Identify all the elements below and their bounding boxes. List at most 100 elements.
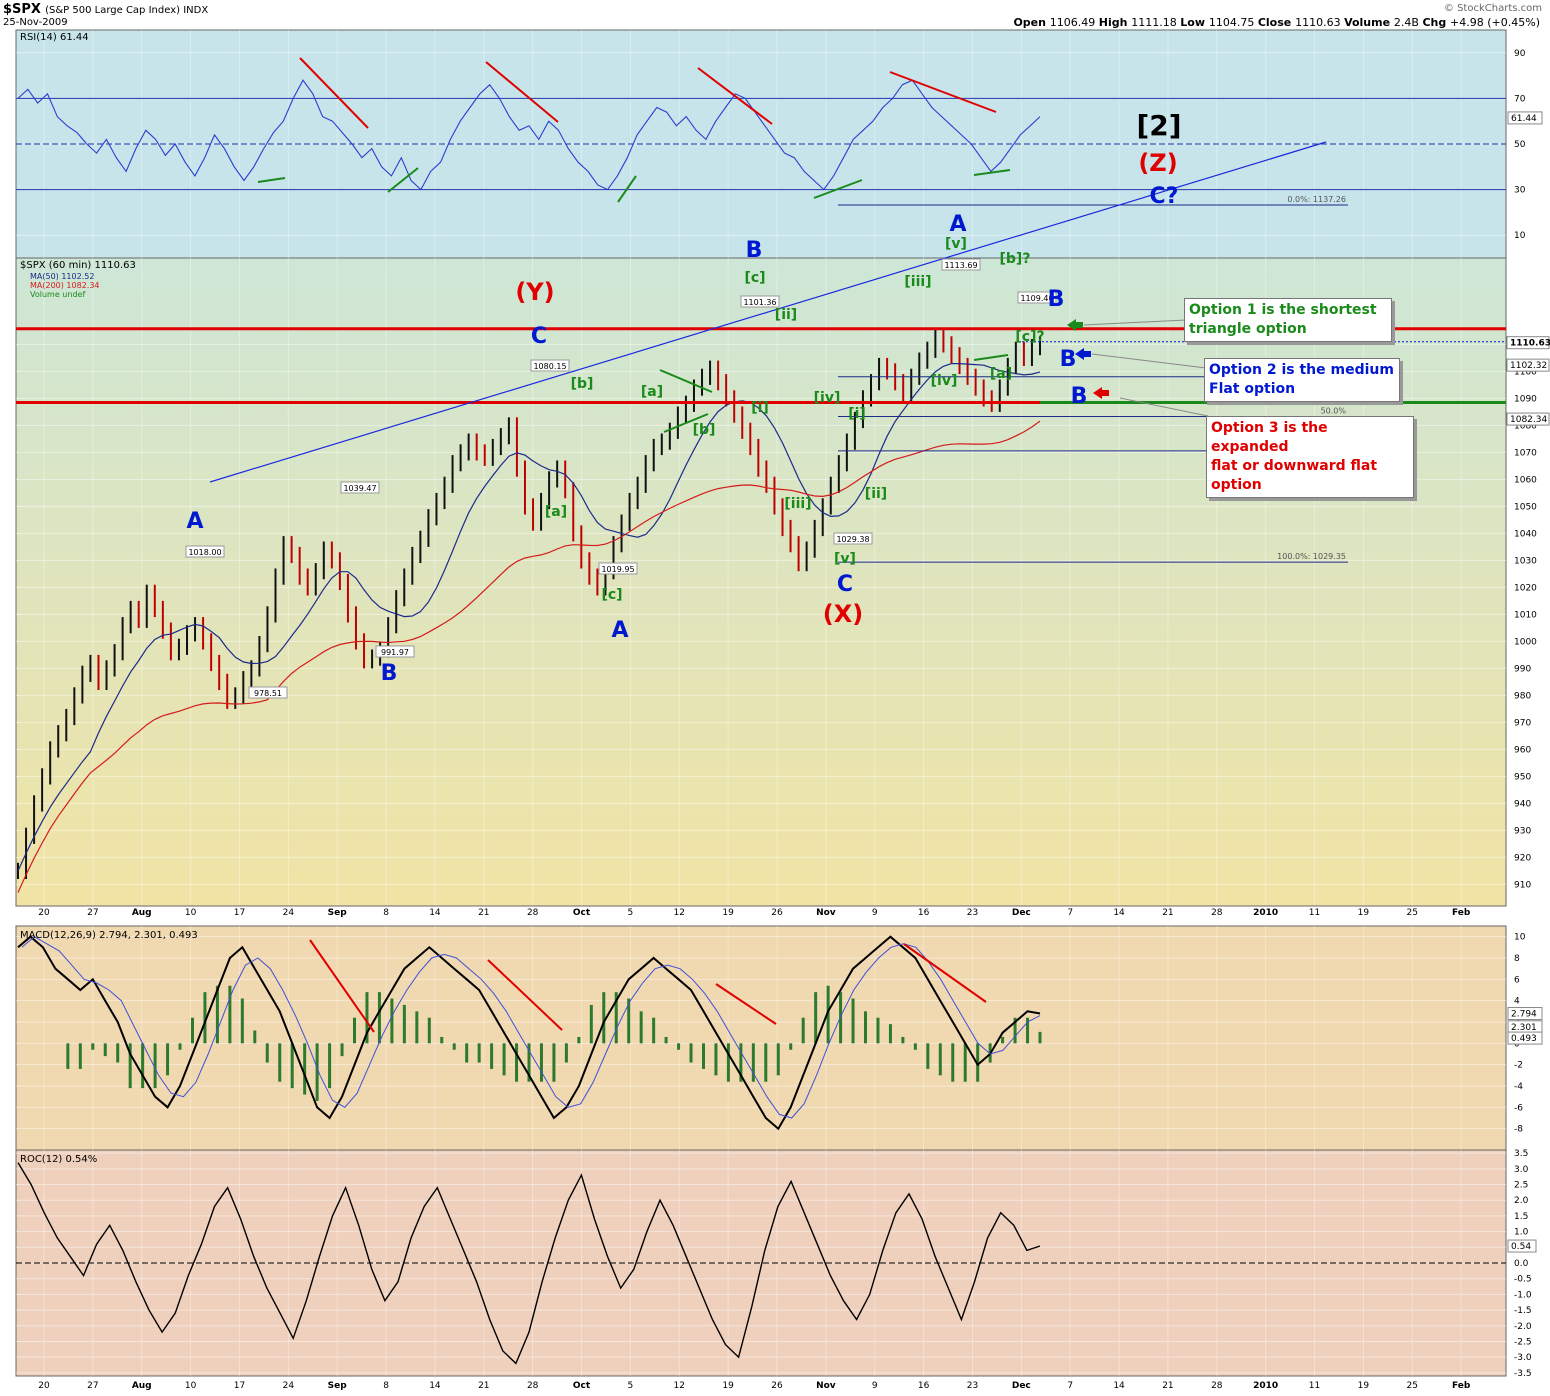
x-tick-label: 11 (1309, 908, 1320, 918)
wave-label-blue: B (1060, 347, 1077, 372)
wave-label-green: [a] (545, 504, 567, 520)
option-2-arrow (1075, 348, 1091, 360)
roc-tick-label: 3.0 (1514, 1165, 1529, 1175)
quote-high: High 1111.18 (1098, 16, 1181, 29)
quote-open: Open 1106.49 (1013, 16, 1099, 29)
price-green-trendline (659, 369, 713, 393)
price-tick-label: 940 (1514, 799, 1531, 809)
x-tick-label: 28 (527, 908, 539, 918)
x-tick-label: 14 (429, 1381, 441, 1391)
x-tick-label: Oct (573, 908, 591, 918)
price-right-label: 1082.34 (1510, 415, 1547, 425)
price-tick-label: 990 (1514, 664, 1531, 674)
rsi-green-trendline (617, 175, 637, 203)
wave-label-green: [iv] (814, 390, 841, 406)
callout-option-3: Option 3 is the expanded flat or downwar… (1206, 416, 1414, 498)
x-tick-label: 14 (1113, 1381, 1125, 1391)
callout-option-2-line-2: Flat option (1209, 381, 1296, 397)
rsi-green-trendline (387, 167, 419, 193)
wave-label-blue: A (186, 509, 203, 534)
x-tick-label: 28 (1211, 908, 1223, 918)
quote-volume: Volume 2.4B (1344, 16, 1423, 29)
callout-option-3-line-1: Option 3 is the expanded (1211, 420, 1328, 455)
x-tick-label: 7 (1067, 908, 1073, 918)
price-green-trendline (973, 354, 1009, 361)
rsi-line (17, 79, 1041, 191)
x-tick-label: 9 (872, 908, 878, 918)
roc-tick-label: 0.0 (1514, 1259, 1529, 1269)
x-tick-label: Aug (132, 1381, 152, 1391)
callout-option-1-line-1: Option 1 is the shortest (1189, 302, 1377, 318)
rsi-green-trendline (973, 169, 1011, 176)
x-tick-label: 28 (527, 1381, 539, 1391)
price-tick-label: 1000 (1514, 637, 1537, 647)
price-green-trendline (663, 413, 709, 433)
x-tick-label: 24 (283, 908, 295, 918)
price-tag-box (833, 532, 873, 545)
price-legend-item: MA(200) 1082.34 (30, 281, 100, 290)
x-tick-label: 26 (771, 1381, 783, 1391)
price-tick-label: 1060 (1514, 475, 1537, 485)
macd-red-trendline (715, 983, 777, 1025)
fib-label: 100.0%: 1029.35 (1277, 552, 1346, 561)
x-tick-label: Feb (1452, 1381, 1471, 1391)
callout-option-1-line-2: triangle option (1189, 321, 1307, 337)
price-tag: 1018.00 (188, 548, 221, 557)
wave-label-blue: B (381, 661, 398, 686)
x-tick-label: 8 (383, 908, 389, 918)
x-tick-label: Dec (1012, 1381, 1031, 1391)
price-tag-box (248, 686, 288, 699)
rsi-red-trendline (697, 67, 773, 125)
quote-close: Close 1110.63 (1257, 16, 1345, 29)
wave-label-blue: B (1071, 384, 1088, 409)
x-tick-label: 21 (478, 1381, 489, 1391)
wave-label-green: [iii] (904, 274, 931, 290)
wave-label-green: [i] (751, 400, 769, 416)
x-tick-label: 2010 (1253, 908, 1278, 918)
fib-label: 50.0% (1321, 406, 1347, 415)
fib-label: 0.0%: 1137.26 (1287, 195, 1346, 204)
macd-tick-label: 8 (1514, 954, 1520, 964)
x-tick-label: 21 (1162, 908, 1173, 918)
macd-title: MACD(12,26,9) 2.794, 2.301, 0.493 (20, 930, 198, 941)
macd-tick-label: 10 (1514, 933, 1526, 943)
x-tick-label: Nov (816, 1381, 836, 1391)
x-tick-label: 23 (967, 1381, 978, 1391)
wave-label-green: [v] (834, 551, 856, 567)
price-tick-label: 1070 (1514, 448, 1537, 458)
x-tick-label: 17 (234, 908, 245, 918)
price-tick-label: 920 (1514, 853, 1531, 863)
x-tick-label: Dec (1012, 908, 1031, 918)
roc-tick-label: -1.5 (1514, 1306, 1532, 1316)
x-tick-label: 14 (429, 908, 441, 918)
chart-symbol: $SPX (S&P 500 Large Cap Index) INDX (3, 2, 208, 17)
roc-tick-label: 1.0 (1514, 1228, 1529, 1238)
quote-bar: Open 1106.49 High 1111.18 Low 1104.75 Cl… (1013, 16, 1540, 29)
rsi-tick-label: 70 (1514, 94, 1526, 104)
ma200-line (17, 420, 1041, 893)
callout-option-3-line-2: flat or downward flat (1211, 458, 1378, 474)
callout-1-connector (1083, 319, 1187, 326)
rsi-tick-label: 50 (1514, 140, 1526, 150)
x-tick-label: 20 (38, 1381, 50, 1391)
wave-label-green: [c]? (1015, 329, 1044, 345)
macd-right-label: 2.794 (1511, 1010, 1537, 1020)
x-tick-label: Aug (132, 908, 152, 918)
price-right-label: 1110.63 (1510, 339, 1550, 349)
x-tick-label: Oct (573, 1381, 591, 1391)
price-tick-label: 950 (1514, 772, 1531, 782)
price-tag: 1039.47 (343, 484, 376, 493)
price-tick-label: 1050 (1514, 502, 1537, 512)
x-tick-label: 21 (478, 908, 489, 918)
wave-label-green: [c] (601, 587, 622, 603)
rsi-red-trendline (299, 57, 369, 129)
price-tick-label: 1030 (1514, 556, 1537, 566)
price-tag: 1019.95 (601, 565, 634, 574)
quote-low: Low 1104.75 (1180, 16, 1258, 29)
macd-red-trendline (487, 959, 563, 1031)
price-tag: 1029.38 (836, 535, 869, 544)
price-tick-label: 1100 (1514, 367, 1537, 377)
x-tick-label: Feb (1452, 908, 1471, 918)
price-tag: 1101.36 (743, 298, 776, 307)
x-tick-label: 8 (383, 1381, 389, 1391)
